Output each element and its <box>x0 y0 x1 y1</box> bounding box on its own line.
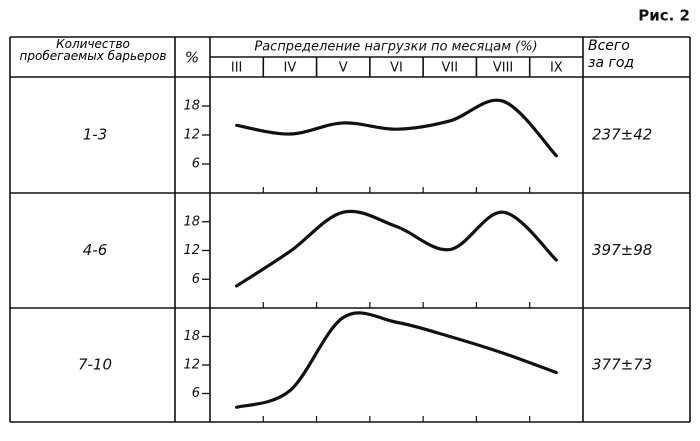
group-label: 4-6 <box>83 241 108 259</box>
group-header: Количество пробегаемых барьеров <box>19 38 167 63</box>
unit-header: % <box>185 49 199 67</box>
y-tick-label: 6 <box>192 157 200 172</box>
total-label: 377±73 <box>592 356 652 374</box>
month-label: VI <box>390 61 403 76</box>
group-label: 1-3 <box>83 126 108 144</box>
month-label: III <box>231 61 243 76</box>
total-header: Всего за год <box>588 38 635 71</box>
total-header-box: Всего за год <box>588 38 635 71</box>
y-tick-label: 6 <box>192 386 200 401</box>
y-tick-label: 12 <box>183 128 200 143</box>
month-label: IX <box>550 61 563 76</box>
month-label: VII <box>442 61 459 76</box>
group-label: 7-10 <box>78 356 112 374</box>
load-curve <box>235 209 558 288</box>
total-label: 397±98 <box>592 241 652 259</box>
total-label: 237±42 <box>592 126 652 144</box>
group-header-box: Количество пробегаемых барьеров <box>19 38 167 63</box>
y-tick-label: 18 <box>183 214 200 229</box>
distribution-header: Распределение нагрузки по месяцам (%) <box>254 40 537 55</box>
load-curve <box>235 98 558 158</box>
month-label: IV <box>284 61 297 76</box>
table-frame <box>9 36 691 423</box>
month-label: VIII <box>493 61 513 76</box>
y-tick-label: 12 <box>183 243 200 258</box>
y-tick-label: 12 <box>183 358 200 373</box>
month-label: V <box>339 61 348 76</box>
y-tick-label: 6 <box>192 272 200 287</box>
figure-label: Рис. 2 <box>638 7 690 25</box>
y-tick-label: 18 <box>183 99 200 114</box>
y-tick-label: 18 <box>183 329 200 344</box>
load-curve <box>235 311 558 409</box>
